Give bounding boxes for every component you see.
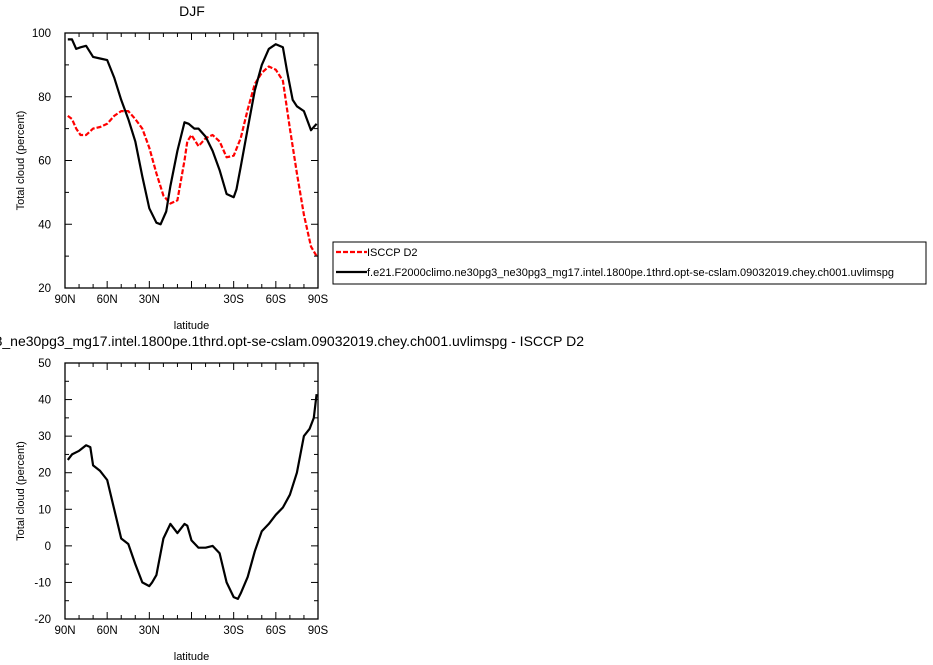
legend-box xyxy=(332,241,927,285)
x-axis-label: latitude xyxy=(174,320,209,332)
x-tick-label: 60N xyxy=(97,294,118,306)
x-tick-label: 60S xyxy=(266,625,287,637)
series-line-2 xyxy=(67,38,318,226)
chart-panel-1: DJF 90N 60N 30N 30S 60S 90S 20 40 60 80 100 latitude… xyxy=(15,3,927,332)
series-line-1 xyxy=(66,393,318,600)
chart-panel-2: ne30pg3_ne30pg3_mg17.intel.1800pe.1thrd.… xyxy=(0,333,584,663)
y-tick-label: 40 xyxy=(38,219,51,231)
y-axis-label: Total cloud (percent) xyxy=(15,441,27,541)
x-tick-label: 30S xyxy=(223,625,244,637)
x-tick-label: 30S xyxy=(223,294,244,306)
x-axis-label: latitude xyxy=(174,651,209,663)
x-tick-label: 60S xyxy=(266,294,287,306)
y-tick-label: 20 xyxy=(38,468,51,480)
y-tick-label: -10 xyxy=(34,577,51,589)
x-tick-label: 90S xyxy=(308,294,329,306)
y-tick-label: -20 xyxy=(34,614,51,626)
y-tick-label: 0 xyxy=(45,541,51,553)
y-tick-label: 50 xyxy=(38,358,51,370)
plot-frame xyxy=(64,32,319,289)
legend: ISCCP D2 f.e21.F2000climo.ne30pg3_ne30pg3… xyxy=(332,241,927,285)
y-tick-label: 80 xyxy=(38,92,51,104)
y-tick-label: 100 xyxy=(32,28,51,40)
chart-title: DJF xyxy=(179,3,205,19)
chart-title: ne30pg3_ne30pg3_mg17.intel.1800pe.1thrd.… xyxy=(0,333,584,349)
y-axis-label: Total cloud (percent) xyxy=(15,111,27,211)
x-tick-label: 90N xyxy=(54,294,75,306)
x-tick-label: 30N xyxy=(139,294,160,306)
y-tick-label: 30 xyxy=(38,431,51,443)
y-tick-label: 10 xyxy=(38,504,51,516)
legend-label-1: ISCCP D2 xyxy=(367,247,418,259)
y-tick-label: 60 xyxy=(38,156,51,168)
legend-label-2: f.e21.F2000climo.ne30pg3_ne30pg3_mg17.in… xyxy=(367,267,894,279)
x-tick-label: 90N xyxy=(54,625,75,637)
series-line-1 xyxy=(67,65,318,257)
x-tick-label: 30N xyxy=(139,625,160,637)
x-tick-label: 90S xyxy=(308,625,329,637)
y-tick-label: 20 xyxy=(38,283,51,295)
plot-frame xyxy=(64,362,319,620)
x-tick-label: 60N xyxy=(97,625,118,637)
y-tick-label: 40 xyxy=(38,395,51,407)
